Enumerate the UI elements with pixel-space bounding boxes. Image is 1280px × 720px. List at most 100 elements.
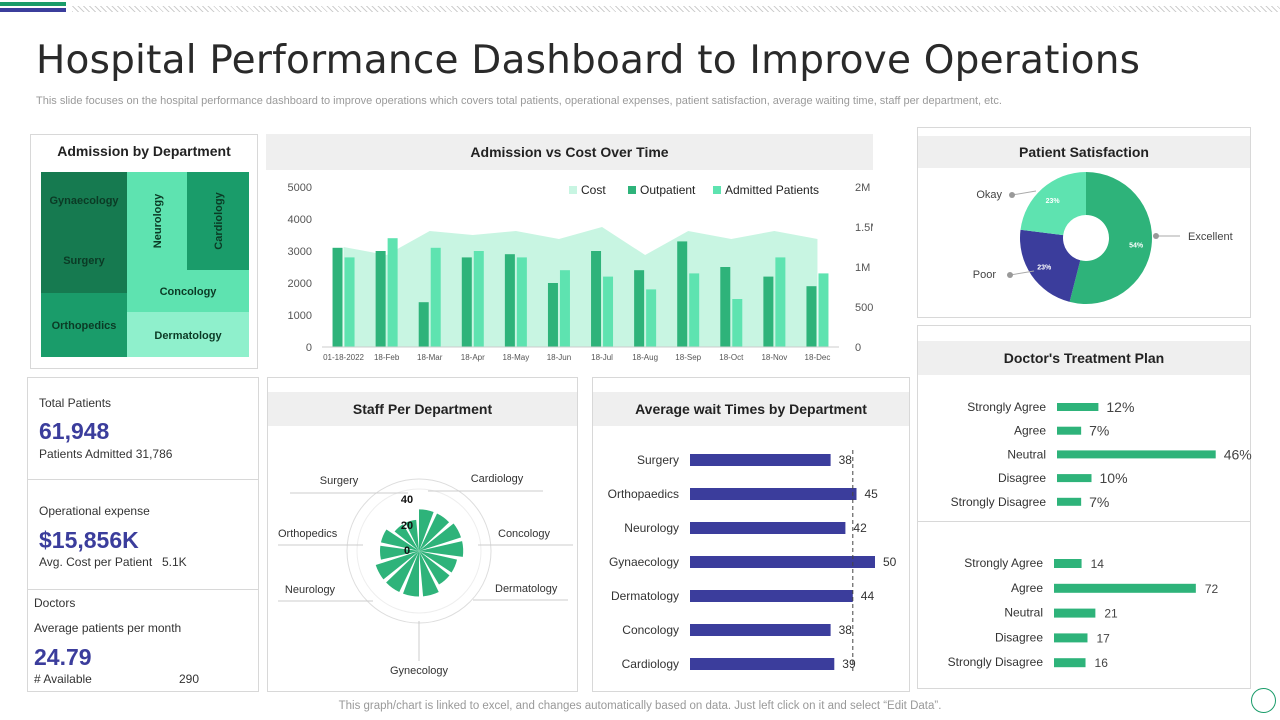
doctors-label: Doctors bbox=[34, 596, 76, 610]
satisfaction-panel[interactable]: Patient Satisfaction 54% 23% 23% Excellent P… bbox=[917, 127, 1251, 318]
wait-bar bbox=[690, 624, 831, 636]
pie-leader-line bbox=[1011, 190, 1037, 196]
treemap-panel[interactable]: Admission by Department Gynaecology Surg… bbox=[30, 134, 258, 369]
wait-panel[interactable]: Average wait Times by Department Surgery… bbox=[592, 377, 910, 692]
x-tick-label: 18-Jul bbox=[591, 353, 613, 362]
legend-label: Cost bbox=[581, 183, 606, 197]
y-tick-label: 1000 bbox=[288, 310, 312, 322]
treatment-value-label: 46% bbox=[1224, 446, 1252, 462]
wait-chart[interactable]: Surgery 38 Orthopaedics 45 Neurology 42 Gynaec… bbox=[593, 378, 911, 693]
treatment-panel[interactable]: Doctor's Treatment Plan Strongly Agree 12… bbox=[917, 325, 1252, 690]
tile-label-orthopedics: Orthopedics bbox=[52, 320, 117, 332]
treemap-chart[interactable]: Gynaecology Surgery Neurology Cardiology… bbox=[31, 135, 259, 370]
legend-swatch bbox=[713, 186, 721, 194]
tile-label-dermatology: Dermatology bbox=[154, 330, 222, 342]
bar-admitted bbox=[344, 257, 355, 347]
wait-bar bbox=[690, 488, 857, 500]
wait-value-label: 42 bbox=[853, 521, 867, 535]
x-tick-label: 18-Aug bbox=[632, 353, 658, 362]
wait-bar bbox=[690, 522, 846, 534]
wait-category-label: Gynaecology bbox=[609, 555, 679, 569]
tile-label-concology: Concology bbox=[160, 286, 218, 298]
treatment-bar bbox=[1057, 450, 1216, 459]
opex-value: $15,856K bbox=[39, 527, 139, 553]
treatment2-bar bbox=[1054, 583, 1196, 593]
polar-petal bbox=[380, 545, 419, 560]
pie-category-label: Okay bbox=[976, 189, 1002, 201]
wait-bar bbox=[690, 590, 853, 602]
pie-leader-line bbox=[1009, 270, 1035, 276]
wait-bar bbox=[690, 454, 831, 466]
tile-label-cardiology: Cardiology bbox=[213, 191, 225, 249]
x-tick-label: 01-18-2022 bbox=[323, 353, 364, 362]
treatment2-bar bbox=[1054, 633, 1088, 643]
polar-petal bbox=[394, 524, 419, 551]
pie-percent-label: 23% bbox=[1037, 264, 1052, 271]
tile-neurology bbox=[127, 172, 187, 270]
bar-outpatient bbox=[763, 276, 774, 347]
polar-petal bbox=[419, 541, 464, 557]
bar-admitted bbox=[430, 247, 441, 347]
wait-value-label: 50 bbox=[883, 555, 897, 569]
wait-value-label: 45 bbox=[865, 487, 879, 501]
divider bbox=[28, 479, 258, 480]
doctors-value: 24.79 bbox=[34, 644, 92, 670]
bar-admitted bbox=[559, 270, 570, 347]
x-tick-label: 18-Apr bbox=[461, 353, 485, 362]
staff-chart[interactable]: Surgery Cardiology Concology Dermatology Gyn… bbox=[268, 378, 579, 693]
treatment2-value-label: 14 bbox=[1091, 557, 1105, 571]
treatment2-category-label: Agree bbox=[1011, 581, 1043, 595]
treemap-title: Admission by Department bbox=[57, 143, 231, 159]
treatment2-category-label: Strongly Disagree bbox=[948, 655, 1044, 669]
bar-outpatient bbox=[720, 267, 731, 347]
pie-leader-dot bbox=[1007, 272, 1013, 278]
admission-panel[interactable]: Admission vs Cost Over Time 01-18-2022 18… bbox=[266, 134, 873, 369]
divider bbox=[918, 521, 1250, 522]
bar-admitted bbox=[516, 257, 527, 347]
pie-slice bbox=[1069, 172, 1152, 304]
staff-panel[interactable]: Staff Per Department Surgery Cardiology Co… bbox=[267, 377, 578, 692]
page-subtitle: This slide focuses on the hospital perfo… bbox=[36, 95, 1002, 107]
treatment2-bar bbox=[1054, 608, 1096, 618]
polar-petal bbox=[405, 519, 419, 551]
bar-outpatient bbox=[634, 270, 645, 347]
treatment2-category-label: Strongly Agree bbox=[964, 556, 1043, 570]
pie-leader-dot bbox=[1009, 192, 1015, 198]
tile-label-gynaecology: Gynaecology bbox=[49, 195, 119, 207]
opex-label: Operational expense bbox=[39, 504, 150, 518]
x-tick-label: 18-Dec bbox=[805, 353, 831, 362]
polar-category-label: Neurology bbox=[285, 584, 336, 596]
admission-chart[interactable]: 01-18-2022 18-Feb 18-Mar 18-Apr 18-May 18-Jun… bbox=[266, 134, 873, 369]
bar-outpatient bbox=[591, 251, 602, 347]
legend-label: Admitted Patients bbox=[725, 183, 819, 197]
available-label: # Available bbox=[34, 672, 92, 686]
satisfaction-chart[interactable]: 54% 23% 23% Excellent Poor Okay bbox=[918, 128, 1252, 319]
satisfaction-chart-title: Patient Satisfaction bbox=[918, 136, 1250, 168]
available-value: 290 bbox=[179, 672, 200, 686]
tile-gynaecology-surgery bbox=[41, 172, 127, 293]
polar-category-label: Dermatology bbox=[495, 583, 558, 595]
wait-category-label: Cardiology bbox=[622, 657, 679, 671]
pie-percent-label: 23% bbox=[1046, 198, 1061, 205]
decorative-stripe bbox=[72, 6, 1280, 12]
treatment-chart[interactable]: Strongly Agree 12% Agree 7% Neutral 46% Disagr… bbox=[918, 326, 1252, 690]
bar-outpatient bbox=[806, 286, 817, 347]
y2-tick-label: 500K bbox=[855, 302, 873, 314]
bar-admitted bbox=[732, 299, 743, 347]
polar-petal bbox=[419, 509, 434, 551]
avg-patients-label: Average patients per month bbox=[34, 621, 182, 635]
patients-admitted: Patients Admitted 31,786 bbox=[39, 447, 173, 461]
treatment-value-label: 12% bbox=[1106, 399, 1134, 415]
tile-label-neurology: Neurology bbox=[152, 193, 164, 248]
wait-value-label: 44 bbox=[861, 589, 875, 603]
treatment2-bar bbox=[1054, 559, 1082, 568]
bar-outpatient bbox=[504, 254, 515, 347]
polar-category-label: Cardiology bbox=[471, 473, 524, 485]
x-tick-label: 18-May bbox=[503, 353, 530, 362]
legend-swatch bbox=[569, 186, 577, 194]
avg-cost-value: 5.1K bbox=[162, 555, 187, 569]
treatment-bar bbox=[1057, 474, 1092, 483]
total-patients-value: 61,948 bbox=[39, 418, 110, 444]
wait-value-label: 38 bbox=[839, 623, 853, 637]
bar-admitted bbox=[689, 273, 700, 347]
